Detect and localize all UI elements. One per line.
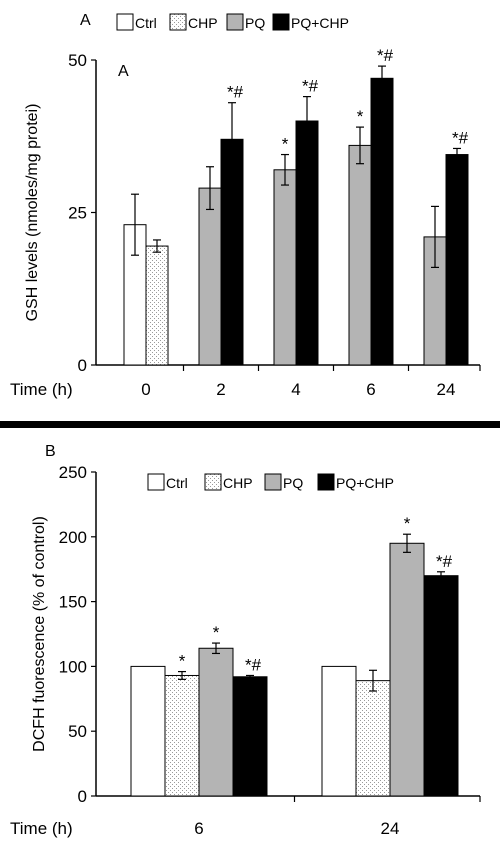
legend-label: CHP (188, 15, 218, 31)
y-axis-label: GSH levels (nmoles/mg protei) (24, 104, 41, 322)
legend-label: PQ+CHP (291, 15, 349, 31)
y-tick-label: 50 (68, 51, 87, 70)
bar (232, 676, 268, 797)
significance-label: *# (245, 655, 262, 674)
bar (295, 120, 319, 366)
significance-label: *# (377, 46, 394, 65)
bar (273, 169, 297, 366)
significance-label: * (282, 135, 289, 154)
x-tick-label: 24 (381, 819, 400, 838)
legend-swatch (204, 473, 222, 491)
y-axis-label: DCFH fuorescence (% of control) (31, 516, 48, 752)
y-tick-label: 150 (59, 593, 87, 612)
y-tick-label: 200 (59, 528, 87, 547)
significance-label: * (213, 623, 220, 642)
bar (389, 542, 425, 797)
bar (445, 154, 469, 366)
legend-label: PQ (245, 15, 265, 31)
legend-swatch (272, 13, 290, 31)
bar (145, 245, 169, 366)
legend-label: PQ+CHP (336, 475, 394, 491)
x-tick-label: 24 (437, 380, 456, 399)
legend-swatch (226, 13, 244, 31)
x-axis-label: Time (h) (10, 380, 73, 399)
legend-swatch (116, 13, 134, 31)
significance-label: *# (436, 552, 453, 571)
y-tick-label: 250 (59, 463, 87, 482)
bar (198, 187, 222, 366)
y-tick-label: 100 (59, 657, 87, 676)
panel-divider (0, 421, 500, 428)
x-tick-label: 2 (216, 380, 225, 399)
significance-label: *# (302, 77, 319, 96)
y-tick-label: 0 (78, 356, 87, 375)
legend-label: Ctrl (166, 475, 188, 491)
bar (355, 680, 391, 797)
x-tick-label: 6 (366, 380, 375, 399)
bar (370, 77, 394, 366)
legend-swatch (147, 473, 165, 491)
bar (130, 665, 166, 797)
x-tick-label: 0 (141, 380, 150, 399)
significance-label: * (179, 652, 186, 671)
legend-swatch (169, 13, 187, 31)
bar (423, 575, 459, 797)
bar (198, 647, 234, 797)
panel-label: B (45, 443, 56, 460)
legend-label: CHP (223, 475, 253, 491)
legend-swatch (317, 473, 335, 491)
legend-label: PQ (283, 475, 303, 491)
chart-panel-b: 0 50 100 150 200 250 6 24 Time (h) DCFH fuorescen… (10, 443, 481, 838)
y-tick-label: 50 (68, 722, 87, 741)
panel-sublabel: A (118, 63, 129, 80)
legend-label: Ctrl (135, 15, 157, 31)
bar (348, 144, 372, 366)
bar (321, 665, 357, 797)
panel-label: A (80, 12, 91, 29)
bar (164, 674, 200, 797)
legend-swatch (264, 473, 282, 491)
y-tick-label: 0 (78, 787, 87, 806)
x-axis-label: Time (h) (10, 819, 73, 838)
significance-label: * (404, 514, 411, 533)
x-tick-label: 4 (291, 380, 300, 399)
y-tick-label: 25 (68, 204, 87, 223)
significance-label: * (357, 107, 364, 126)
x-tick-label: 6 (194, 819, 203, 838)
significance-label: *# (227, 83, 244, 102)
significance-label: *# (452, 128, 469, 147)
